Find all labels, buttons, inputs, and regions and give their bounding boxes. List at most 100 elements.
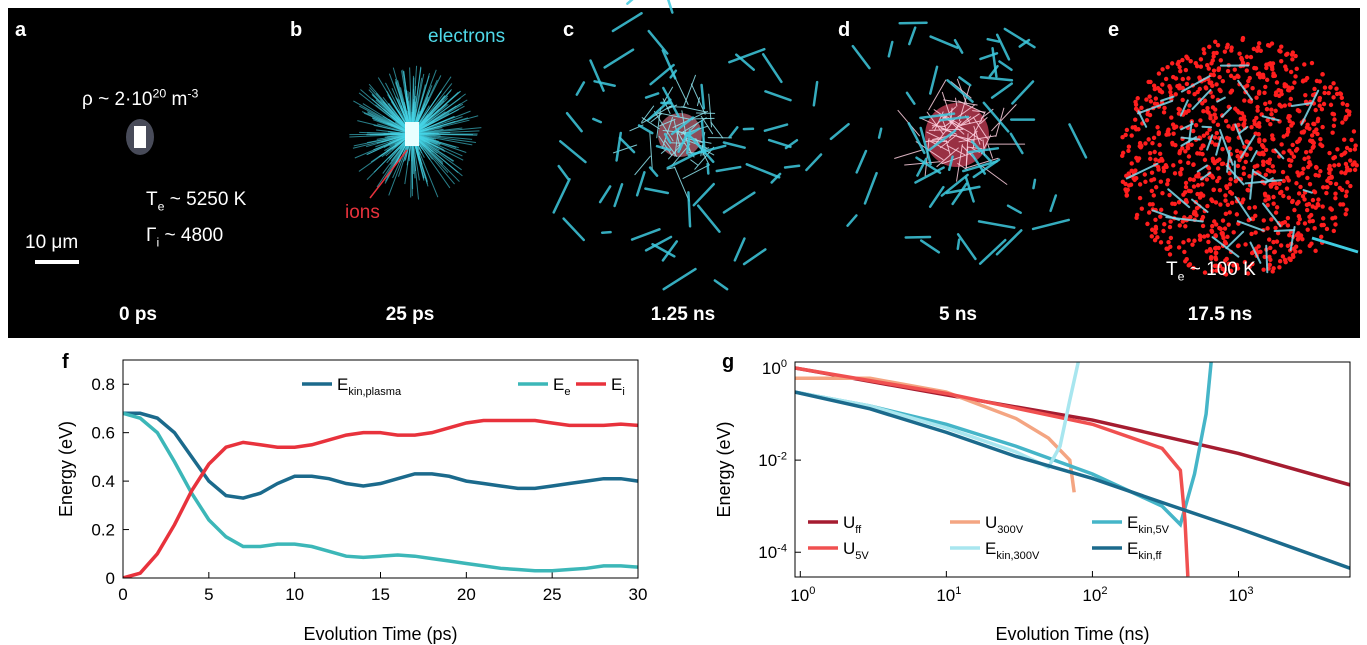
ion	[1195, 183, 1201, 188]
trajectory	[656, 112, 694, 121]
ion	[1342, 151, 1347, 156]
axes-frame	[794, 361, 1351, 578]
trajectory	[635, 171, 646, 197]
ion	[1167, 252, 1173, 257]
ion	[1225, 68, 1231, 74]
trajectory	[767, 138, 792, 149]
legend-label: Ei	[611, 375, 625, 398]
ion	[1270, 133, 1275, 138]
trajectory	[1238, 125, 1249, 135]
time-label: 5 ns	[939, 304, 977, 325]
density-label-part: 20	[153, 86, 167, 100]
y-tick-label: 100	[762, 358, 787, 378]
ion	[1331, 228, 1337, 234]
legend-label-part: kin,5V	[1138, 524, 1169, 536]
trajectory	[887, 40, 894, 58]
ion	[1137, 195, 1143, 201]
trajectory	[589, 59, 605, 92]
ion	[1272, 249, 1278, 254]
legend-label-part: ff	[855, 524, 862, 536]
trajectory	[1137, 99, 1174, 115]
ion	[1250, 86, 1255, 91]
trajectory	[1191, 198, 1209, 213]
ion	[1201, 109, 1206, 114]
ion	[1352, 167, 1358, 173]
trajectory	[1265, 244, 1269, 274]
ion	[1333, 222, 1338, 227]
ion	[1292, 80, 1297, 85]
ion	[1229, 48, 1234, 53]
ion	[1345, 180, 1350, 185]
ion	[1285, 87, 1291, 93]
trajectory	[690, 159, 699, 166]
trajectory	[600, 230, 612, 234]
ray	[357, 120, 413, 135]
ion	[1167, 84, 1172, 89]
trajectory	[641, 104, 673, 124]
ion	[1282, 103, 1288, 108]
panel-letter: g	[722, 351, 734, 373]
trajectory	[970, 132, 983, 141]
ion	[1258, 249, 1263, 254]
trajectory	[644, 187, 670, 195]
trajectory	[674, 166, 690, 202]
ion	[1273, 210, 1279, 215]
ion	[1223, 198, 1228, 203]
ion	[1198, 57, 1204, 62]
ion	[1333, 191, 1338, 196]
trajectory	[1239, 134, 1256, 159]
panel-letter: a	[15, 19, 27, 41]
ion	[1220, 78, 1226, 84]
trajectory	[952, 134, 974, 141]
ion	[1261, 267, 1266, 272]
ion	[1298, 233, 1304, 238]
ion	[1336, 162, 1342, 168]
ion	[1281, 150, 1286, 155]
ion	[1344, 165, 1350, 170]
ion	[1290, 121, 1296, 126]
ion	[1208, 113, 1213, 118]
ion	[1173, 210, 1178, 215]
ion	[1298, 184, 1303, 190]
ion	[1213, 200, 1219, 205]
trajectory	[1179, 99, 1189, 117]
ion	[1292, 207, 1297, 213]
trajectory	[851, 44, 871, 70]
ion	[1182, 249, 1187, 255]
coupling-label-part: i	[156, 236, 159, 250]
trajectory	[1032, 178, 1037, 190]
ion	[1253, 213, 1258, 219]
ion	[1237, 51, 1242, 56]
trajectory	[637, 124, 654, 135]
ion	[1347, 167, 1353, 173]
ion	[1153, 96, 1159, 101]
legend-label: U5V	[843, 539, 869, 562]
ion	[1328, 180, 1333, 186]
ion	[1282, 84, 1287, 89]
ion	[1276, 87, 1281, 93]
ion	[1272, 73, 1278, 79]
y-tick-label: 10-4	[758, 542, 787, 562]
ion	[1284, 52, 1289, 57]
legend-label-part: kin,ff	[1138, 550, 1162, 562]
ion	[1195, 191, 1200, 197]
ion	[1205, 109, 1210, 114]
trajectory	[700, 83, 706, 110]
ion	[1178, 159, 1183, 164]
ion	[1147, 112, 1153, 118]
ion	[1147, 202, 1153, 207]
trajectory	[1018, 38, 1031, 48]
ion	[1330, 130, 1335, 135]
ion	[1242, 98, 1247, 103]
ion	[1273, 108, 1278, 114]
trajectory	[1274, 148, 1285, 160]
ion	[1207, 246, 1213, 252]
trajectory	[1137, 110, 1148, 128]
legend-label-part: 5V	[855, 550, 869, 562]
ion	[1176, 106, 1181, 112]
ion	[1158, 179, 1164, 184]
trajectory	[770, 172, 782, 184]
ion	[1186, 89, 1192, 95]
coupling-label: Γi ~ 4800	[146, 225, 223, 250]
ion	[1303, 150, 1309, 155]
